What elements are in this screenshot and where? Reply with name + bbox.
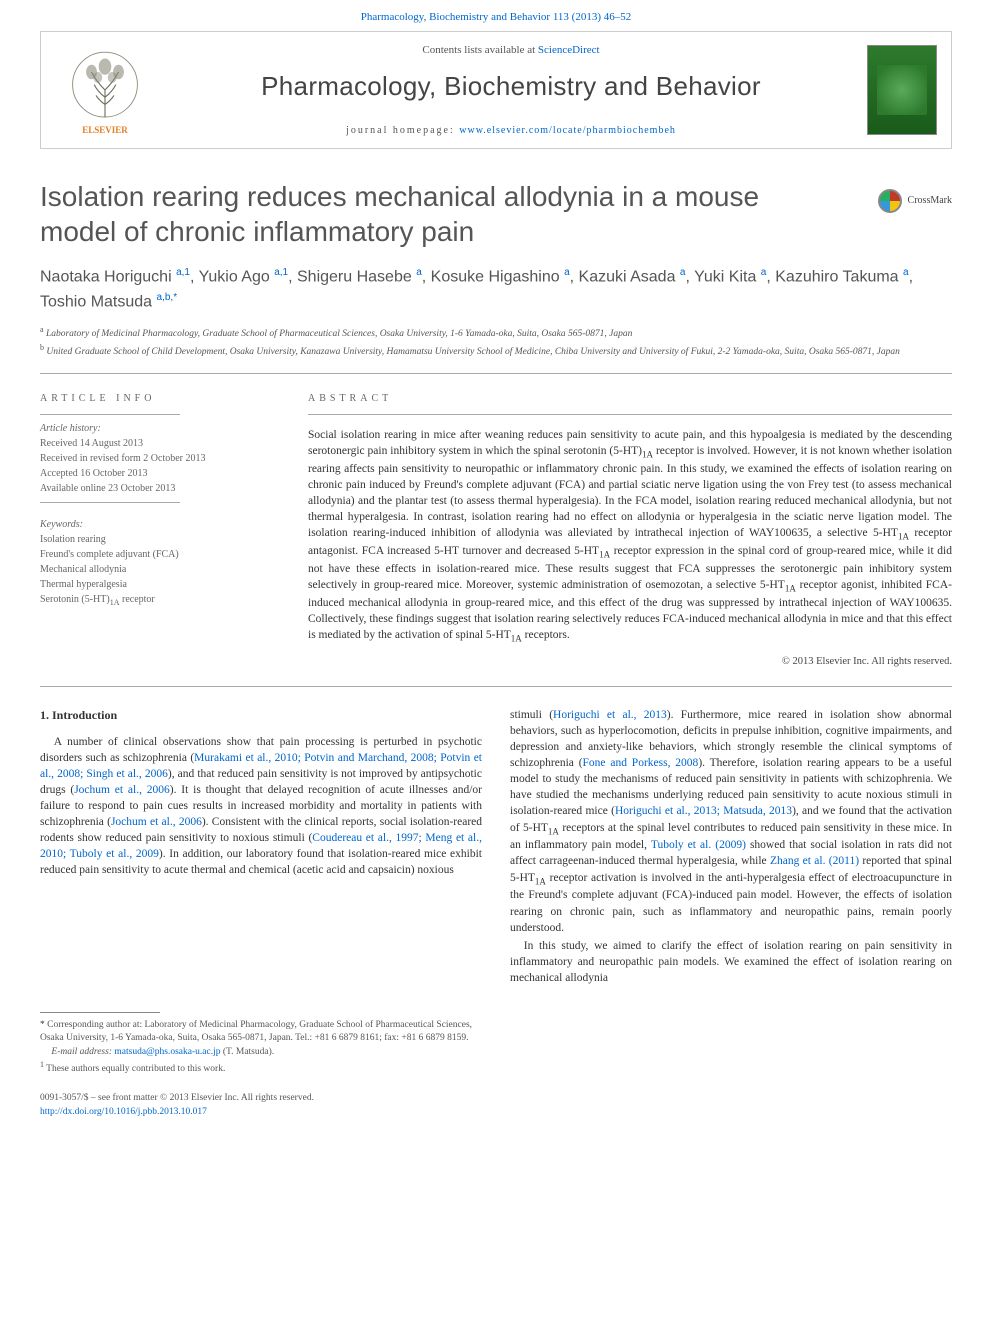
rule-keywords [40, 502, 180, 503]
top-citation: Pharmacology, Biochemistry and Behavior … [0, 0, 992, 31]
rule-info [40, 414, 180, 415]
keyword: Mechanical allodynia [40, 562, 280, 577]
keyword: Freund's complete adjuvant (FCA) [40, 547, 280, 562]
corresponding-footnote: * Corresponding author at: Laboratory of… [40, 1019, 480, 1046]
abstract-head: abstract [308, 392, 952, 406]
svg-text:ELSEVIER: ELSEVIER [82, 126, 128, 136]
author-list: Naotaka Horiguchi a,1, Yukio Ago a,1, Sh… [40, 265, 952, 314]
rule-top [40, 373, 952, 374]
crossmark-icon [878, 189, 902, 213]
contents-prefix: Contents lists available at [422, 44, 537, 56]
footnotes: * Corresponding author at: Laboratory of… [40, 1012, 480, 1076]
journal-header: ELSEVIER Contents lists available at Sci… [40, 31, 952, 149]
contents-lists-line: Contents lists available at ScienceDirec… [155, 43, 867, 58]
affiliations: a Laboratory of Medicinal Pharmacology, … [40, 324, 952, 359]
sciencedirect-link[interactable]: ScienceDirect [538, 44, 600, 56]
intro-paragraph: stimuli (Horiguchi et al., 2013). Furthe… [510, 707, 952, 936]
copyright-line: © 2013 Elsevier Inc. All rights reserved… [308, 655, 952, 670]
keyword: Thermal hyperalgesia [40, 577, 280, 592]
email-link[interactable]: matsuda@phs.osaka-u.ac.jp [114, 1047, 220, 1057]
email-who: (T. Matsuda). [223, 1047, 274, 1057]
intro-paragraph: In this study, we aimed to clarify the e… [510, 938, 952, 986]
history-line: Received 14 August 2013 [40, 436, 280, 451]
rule-bottom [40, 686, 952, 687]
email-footnote: E-mail address: matsuda@phs.osaka-u.ac.j… [40, 1046, 480, 1059]
article-title: Isolation rearing reduces mechanical all… [40, 179, 800, 249]
intro-text-col1: A number of clinical observations show t… [40, 734, 482, 879]
keywords-block: Keywords: Isolation rearing Freund's com… [40, 517, 280, 609]
elsevier-logo: ELSEVIER [55, 40, 155, 140]
journal-cover-thumbnail [867, 45, 937, 135]
crossmark-badge[interactable]: CrossMark [878, 189, 952, 213]
crossmark-label: CrossMark [908, 194, 952, 208]
homepage-line: journal homepage: www.elsevier.com/locat… [155, 124, 867, 138]
history-label: Article history: [40, 421, 280, 436]
keyword: Serotonin (5-HT)1A receptor [40, 592, 280, 609]
front-matter-block: 0091-3057/$ – see front matter © 2013 El… [40, 1092, 952, 1119]
article-info-head: article info [40, 392, 280, 406]
doi-link[interactable]: http://dx.doi.org/10.1016/j.pbb.2013.10.… [40, 1107, 207, 1117]
journal-name: Pharmacology, Biochemistry and Behavior [155, 68, 867, 104]
intro-text-col2: stimuli (Horiguchi et al., 2013). Furthe… [510, 707, 952, 986]
history-line: Available online 23 October 2013 [40, 481, 280, 496]
homepage-prefix: journal homepage: [346, 125, 459, 136]
article-history: Article history: Received 14 August 2013… [40, 421, 280, 496]
equal-contrib-footnote: 1 These authors equally contributed to t… [40, 1059, 480, 1076]
equal-text: These authors equally contributed to thi… [46, 1064, 225, 1074]
corresponding-text: Corresponding author at: Laboratory of M… [40, 1020, 472, 1043]
rule-abstract [308, 414, 952, 415]
abstract-text: Social isolation rearing in mice after w… [308, 427, 952, 645]
homepage-link[interactable]: www.elsevier.com/locate/pharmbiochembeh [459, 125, 676, 136]
elsevier-tree-icon: ELSEVIER [60, 45, 150, 135]
email-label: E-mail address: [51, 1047, 112, 1057]
keyword: Isolation rearing [40, 532, 280, 547]
citation-link[interactable]: Pharmacology, Biochemistry and Behavior … [361, 11, 631, 23]
intro-paragraph: A number of clinical observations show t… [40, 734, 482, 879]
front-matter-line: 0091-3057/$ – see front matter © 2013 El… [40, 1092, 952, 1105]
history-line: Accepted 16 October 2013 [40, 466, 280, 481]
history-line: Received in revised form 2 October 2013 [40, 451, 280, 466]
intro-heading: 1. Introduction [40, 707, 482, 724]
keywords-label: Keywords: [40, 517, 280, 532]
footnote-rule [40, 1012, 160, 1013]
